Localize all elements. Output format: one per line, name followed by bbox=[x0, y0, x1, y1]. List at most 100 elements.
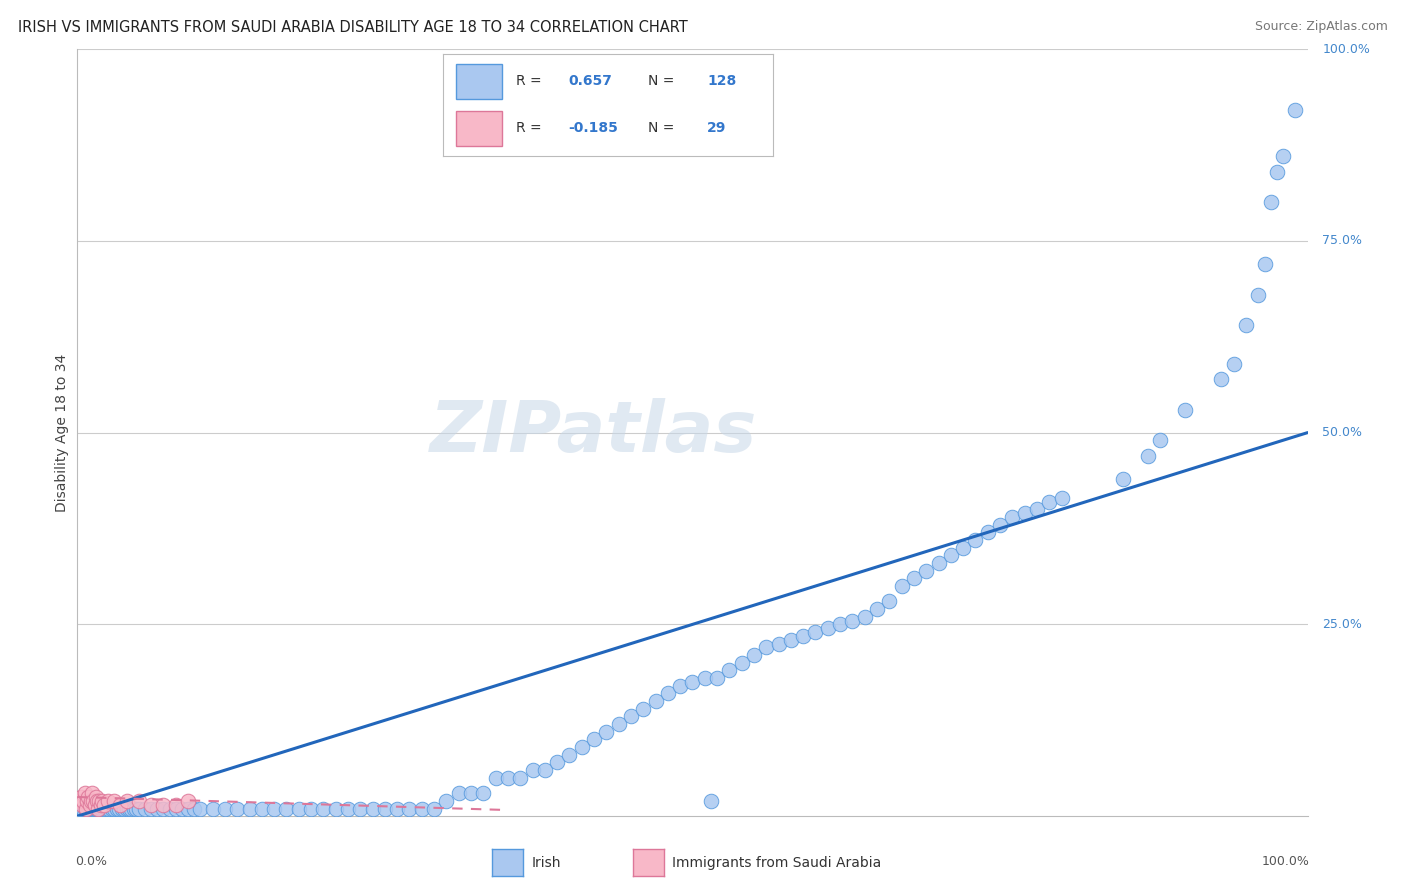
Text: R =: R = bbox=[516, 74, 541, 88]
Point bbox=[170, 801, 193, 815]
Point bbox=[146, 801, 169, 815]
Point bbox=[83, 801, 105, 815]
Point bbox=[122, 801, 145, 815]
Text: Source: ZipAtlas.com: Source: ZipAtlas.com bbox=[1254, 20, 1388, 33]
Point bbox=[472, 786, 495, 800]
Point bbox=[312, 801, 335, 815]
Point bbox=[288, 801, 311, 815]
Point bbox=[731, 656, 754, 670]
Point bbox=[83, 797, 105, 812]
Point bbox=[87, 801, 110, 815]
Point bbox=[509, 771, 531, 785]
Point bbox=[485, 771, 508, 785]
Point bbox=[700, 794, 723, 808]
Text: Immigrants from Saudi Arabia: Immigrants from Saudi Arabia bbox=[672, 855, 882, 870]
Point bbox=[159, 801, 181, 815]
Point bbox=[768, 637, 790, 651]
Point bbox=[1014, 506, 1036, 520]
Point bbox=[804, 625, 827, 640]
Point bbox=[534, 763, 557, 777]
Point bbox=[77, 801, 100, 815]
Point bbox=[86, 794, 108, 808]
Point bbox=[988, 517, 1011, 532]
Point bbox=[299, 801, 322, 815]
Point bbox=[105, 801, 128, 815]
Point bbox=[595, 724, 617, 739]
Point bbox=[115, 801, 138, 815]
Y-axis label: Disability Age 18 to 34: Disability Age 18 to 34 bbox=[55, 353, 69, 512]
Point bbox=[1174, 402, 1197, 417]
Point bbox=[693, 671, 716, 685]
Point bbox=[1136, 449, 1159, 463]
Point bbox=[82, 794, 104, 808]
Text: 0.0%: 0.0% bbox=[75, 855, 107, 868]
Point bbox=[121, 801, 143, 815]
Point bbox=[977, 525, 1000, 540]
Point bbox=[276, 801, 298, 815]
Point bbox=[82, 801, 104, 815]
Point bbox=[125, 801, 148, 815]
Point bbox=[447, 786, 470, 800]
Point bbox=[1050, 491, 1073, 505]
Text: 75.0%: 75.0% bbox=[1323, 235, 1362, 247]
Point bbox=[89, 794, 111, 808]
Point bbox=[90, 794, 114, 808]
Text: Irish: Irish bbox=[531, 855, 561, 870]
Point bbox=[682, 675, 704, 690]
Text: ZIPatlas: ZIPatlas bbox=[430, 398, 758, 467]
Point bbox=[250, 801, 273, 815]
Point bbox=[546, 756, 568, 770]
Point bbox=[755, 640, 778, 655]
Point bbox=[1223, 357, 1246, 371]
Point bbox=[657, 686, 679, 700]
Point bbox=[742, 648, 765, 662]
Point bbox=[780, 632, 803, 647]
Point bbox=[84, 801, 107, 815]
Point bbox=[1253, 257, 1275, 271]
Point bbox=[108, 801, 131, 815]
Point bbox=[669, 679, 692, 693]
Point bbox=[890, 579, 912, 593]
Point bbox=[385, 801, 409, 815]
Point bbox=[706, 671, 728, 685]
Text: 0.657: 0.657 bbox=[568, 74, 613, 88]
Point bbox=[965, 533, 987, 547]
Point bbox=[110, 797, 132, 812]
Point bbox=[76, 794, 98, 808]
Point bbox=[1038, 494, 1060, 508]
Text: N =: N = bbox=[648, 74, 673, 88]
Point bbox=[93, 801, 115, 815]
Point bbox=[75, 801, 97, 815]
Point bbox=[165, 797, 187, 812]
Point bbox=[952, 541, 974, 555]
Point bbox=[70, 801, 93, 815]
Bar bbox=[456, 64, 502, 99]
Bar bbox=[456, 111, 502, 145]
Point bbox=[1272, 149, 1295, 163]
Point bbox=[103, 801, 125, 815]
Point bbox=[214, 801, 236, 815]
Point bbox=[75, 801, 97, 815]
Point bbox=[633, 702, 655, 716]
Point bbox=[1265, 165, 1288, 179]
Text: 100.0%: 100.0% bbox=[1263, 855, 1310, 868]
Point bbox=[90, 801, 112, 815]
Point bbox=[72, 801, 94, 815]
Point bbox=[70, 790, 93, 805]
Point bbox=[374, 801, 396, 815]
Point bbox=[620, 709, 643, 723]
Point bbox=[77, 790, 100, 805]
Point bbox=[879, 594, 901, 608]
Point bbox=[76, 801, 98, 815]
Point bbox=[1026, 502, 1049, 516]
Point bbox=[141, 797, 163, 812]
Point bbox=[101, 801, 124, 815]
Point bbox=[903, 571, 925, 585]
Point bbox=[177, 794, 200, 808]
Text: 29: 29 bbox=[707, 121, 727, 136]
Point bbox=[87, 801, 110, 815]
Point bbox=[928, 556, 950, 570]
Point bbox=[152, 801, 174, 815]
Point bbox=[70, 801, 93, 815]
Point bbox=[1001, 510, 1024, 524]
